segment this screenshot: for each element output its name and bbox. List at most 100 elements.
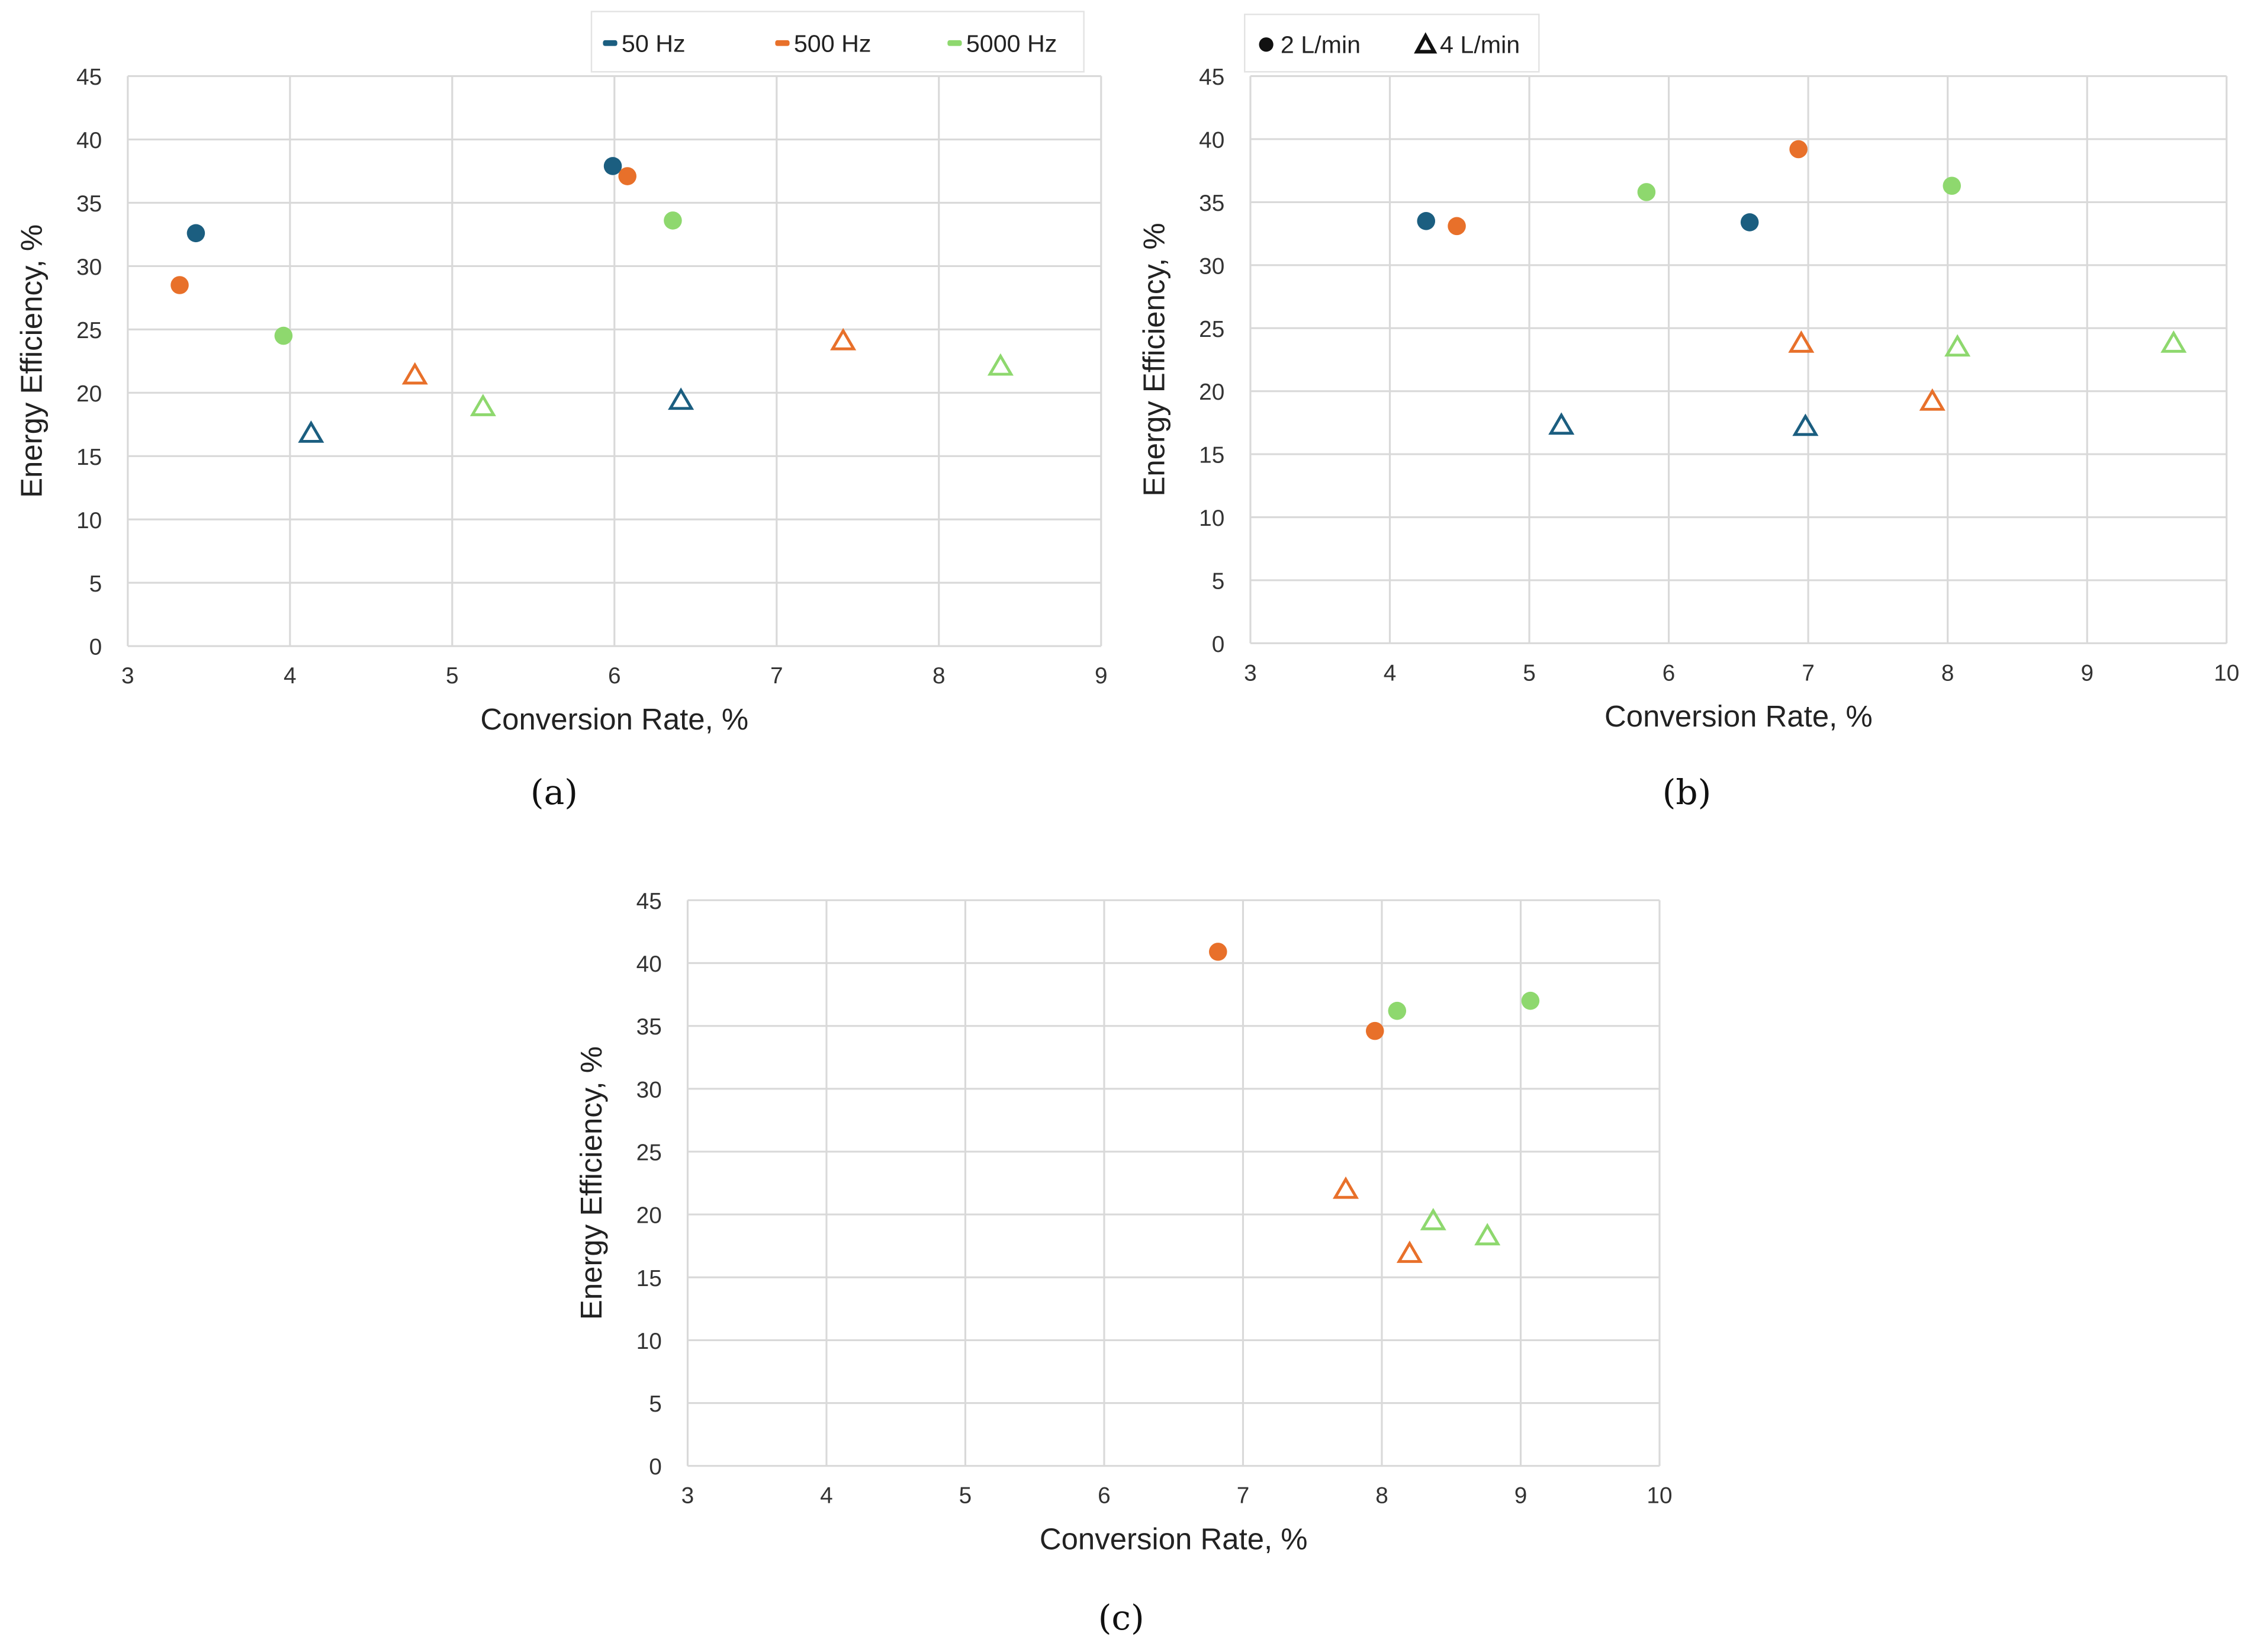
data-point-triangle (1919, 388, 1945, 411)
x-tick-label: 7 (1802, 660, 1815, 686)
y-tick-label: 25 (76, 318, 102, 343)
y-tick-label: 30 (636, 1077, 662, 1103)
data-point-triangle (1332, 1176, 1359, 1199)
data-point-circle (186, 224, 205, 243)
legend-label: 5000 Hz (966, 30, 1057, 57)
y-tick-label: 10 (636, 1329, 662, 1354)
legend-box (590, 11, 1085, 73)
data-point-triangle (1944, 334, 1971, 357)
data-point-triangle (470, 394, 496, 416)
y-tick-label: 25 (636, 1140, 662, 1166)
legend-circle-icon (1259, 37, 1274, 52)
x-tick-label: 8 (932, 663, 946, 689)
data-point-triangle (1792, 413, 1819, 436)
panel-label: (b) (1662, 772, 1712, 812)
y-tick-label: 35 (636, 1014, 662, 1040)
y-tick-label: 25 (1199, 317, 1224, 342)
data-point-triangle (1396, 1240, 1423, 1263)
legend-box (1244, 14, 1540, 73)
panel-label: (a) (530, 772, 578, 812)
y-axis-title: Energy Efficiency, % (574, 1046, 608, 1320)
legend-frequency: 50 Hz 500 Hz 5000 Hz (590, 11, 1085, 73)
x-tick-label: 9 (1095, 663, 1108, 689)
data-point-circle (618, 167, 636, 185)
y-tick-label: 40 (76, 128, 102, 153)
data-point-triangle (1474, 1223, 1501, 1246)
x-tick-label: 4 (284, 663, 297, 689)
data-point-circle (1208, 943, 1227, 961)
panel-label: (c) (1098, 1598, 1144, 1638)
data-point-circle (1448, 217, 1466, 236)
x-tick-label: 4 (820, 1483, 833, 1509)
legend-label: 4 L/min (1440, 31, 1520, 59)
y-tick-label: 35 (1199, 191, 1224, 216)
y-tick-label: 0 (89, 635, 102, 660)
y-tick-label: 40 (1199, 128, 1224, 153)
legend-swatch (947, 40, 962, 46)
x-axis-title: Conversion Rate, % (480, 702, 748, 736)
data-point-circle (1637, 183, 1656, 201)
y-tick-label: 20 (76, 381, 102, 407)
y-tick-label: 10 (1199, 506, 1224, 531)
data-point-triangle (1548, 412, 1575, 435)
data-point-triangle (1420, 1207, 1446, 1230)
x-tick-label: 3 (121, 663, 134, 689)
legend-label: 500 Hz (794, 30, 872, 57)
x-tick-label: 8 (1941, 660, 1954, 686)
x-tick-label: 8 (1375, 1483, 1388, 1509)
legend-triangle-icon (1414, 32, 1438, 54)
legend-flow: 2 L/min 4 L/min (1244, 14, 1540, 73)
legend-swatch (603, 40, 618, 46)
x-tick-label: 4 (1384, 660, 1397, 686)
y-tick-label: 20 (636, 1203, 662, 1229)
y-axis-title: Energy Efficiency, % (14, 224, 48, 498)
y-tick-label: 30 (1199, 253, 1224, 279)
x-tick-label: 6 (1662, 660, 1676, 686)
y-tick-label: 0 (1212, 632, 1225, 657)
data-point-circle (1388, 1001, 1407, 1020)
data-point-triangle (668, 387, 694, 410)
x-tick-label: 3 (1244, 660, 1257, 686)
y-tick-label: 5 (89, 571, 102, 597)
data-point-triangle (401, 362, 428, 385)
x-tick-label: 5 (1523, 660, 1536, 686)
y-axis-title: Energy Efficiency, % (1137, 223, 1170, 496)
data-point-circle (274, 326, 293, 345)
y-tick-label: 45 (636, 889, 662, 914)
y-tick-label: 15 (636, 1266, 662, 1291)
x-tick-label: 9 (2080, 660, 2094, 686)
y-tick-label: 35 (76, 191, 102, 217)
data-point-circle (1943, 176, 1961, 195)
data-point-triangle (2160, 330, 2187, 353)
y-tick-label: 0 (649, 1454, 662, 1480)
x-tick-label: 5 (959, 1483, 972, 1509)
y-tick-label: 10 (76, 508, 102, 533)
data-point-triangle (830, 327, 857, 351)
data-point-triangle (1788, 330, 1815, 353)
data-point-circle (664, 211, 682, 230)
y-tick-label: 30 (76, 255, 102, 280)
y-tick-label: 15 (1199, 443, 1224, 468)
y-tick-label: 5 (649, 1391, 662, 1417)
x-tick-label: 10 (2214, 660, 2239, 686)
data-point-circle (1740, 213, 1759, 232)
data-point-circle (1417, 212, 1436, 230)
x-tick-label: 6 (608, 663, 621, 689)
legend-label: 50 Hz (622, 30, 686, 57)
legend-label: 2 L/min (1281, 31, 1361, 59)
x-tick-label: 5 (446, 663, 459, 689)
x-tick-label: 7 (1237, 1483, 1250, 1509)
x-axis-title: Conversion Rate, % (1604, 699, 1873, 733)
x-tick-label: 9 (1514, 1483, 1528, 1509)
x-tick-label: 7 (770, 663, 783, 689)
x-tick-label: 6 (1098, 1483, 1111, 1509)
data-point-circle (171, 276, 189, 294)
y-tick-label: 40 (636, 952, 662, 977)
data-point-circle (1789, 140, 1808, 159)
y-tick-label: 45 (76, 65, 102, 90)
data-point-triangle (298, 420, 324, 443)
